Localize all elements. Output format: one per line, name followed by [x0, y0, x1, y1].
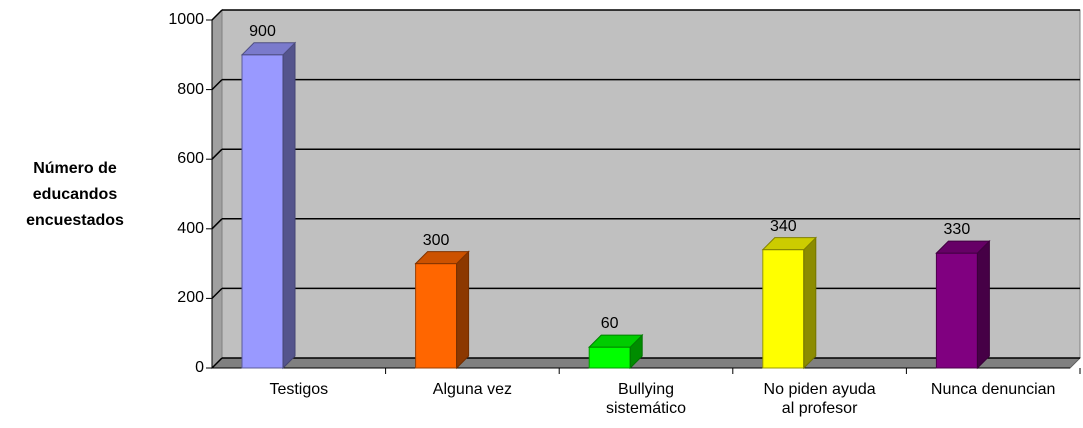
bar-side: [803, 236, 817, 370]
bar-side: [976, 239, 990, 370]
y-tick-label: 600: [177, 150, 204, 168]
x-tick-label: Nunca denuncian: [930, 381, 1056, 398]
x-tick-label: Testigos: [269, 381, 329, 398]
y-tick-label: 1000: [168, 11, 204, 28]
grid-line-side: [211, 79, 223, 91]
bar-top: [240, 42, 297, 56]
y-tick-label: 800: [177, 80, 204, 98]
data-label: 330: [943, 221, 971, 239]
x-tick-label: No piden ayuda al profesor: [763, 381, 876, 417]
bar: [935, 252, 978, 369]
y-tick-label: 0: [195, 359, 204, 376]
bar-side: [456, 250, 470, 370]
bar-top: [587, 334, 644, 348]
data-label: 900: [249, 22, 276, 40]
bar-top: [414, 251, 470, 265]
bar: [588, 346, 631, 369]
bar: [415, 263, 458, 369]
bar-side: [282, 41, 296, 370]
grid-line-side: [211, 357, 223, 369]
grid-line-side: [211, 218, 223, 230]
x-tick-label: Alguna vez: [432, 381, 512, 398]
bar: [762, 249, 805, 369]
data-label: 340: [769, 217, 797, 235]
grid-line-side: [211, 148, 223, 160]
y-axis-label: Número de educandos encuestados: [26, 160, 124, 229]
side-wall: [211, 8, 223, 370]
bar: [241, 54, 284, 369]
y-tick-label: 400: [177, 219, 204, 237]
bar-top: [935, 240, 991, 254]
data-label: 60: [600, 315, 619, 333]
x-tick-label: Bullying sistemático: [605, 381, 687, 417]
grid-line-side: [211, 9, 223, 21]
grid-line-side: [211, 287, 223, 299]
bar-top: [761, 237, 818, 251]
data-label: 300: [422, 231, 450, 249]
y-tick-label: 200: [177, 289, 204, 307]
